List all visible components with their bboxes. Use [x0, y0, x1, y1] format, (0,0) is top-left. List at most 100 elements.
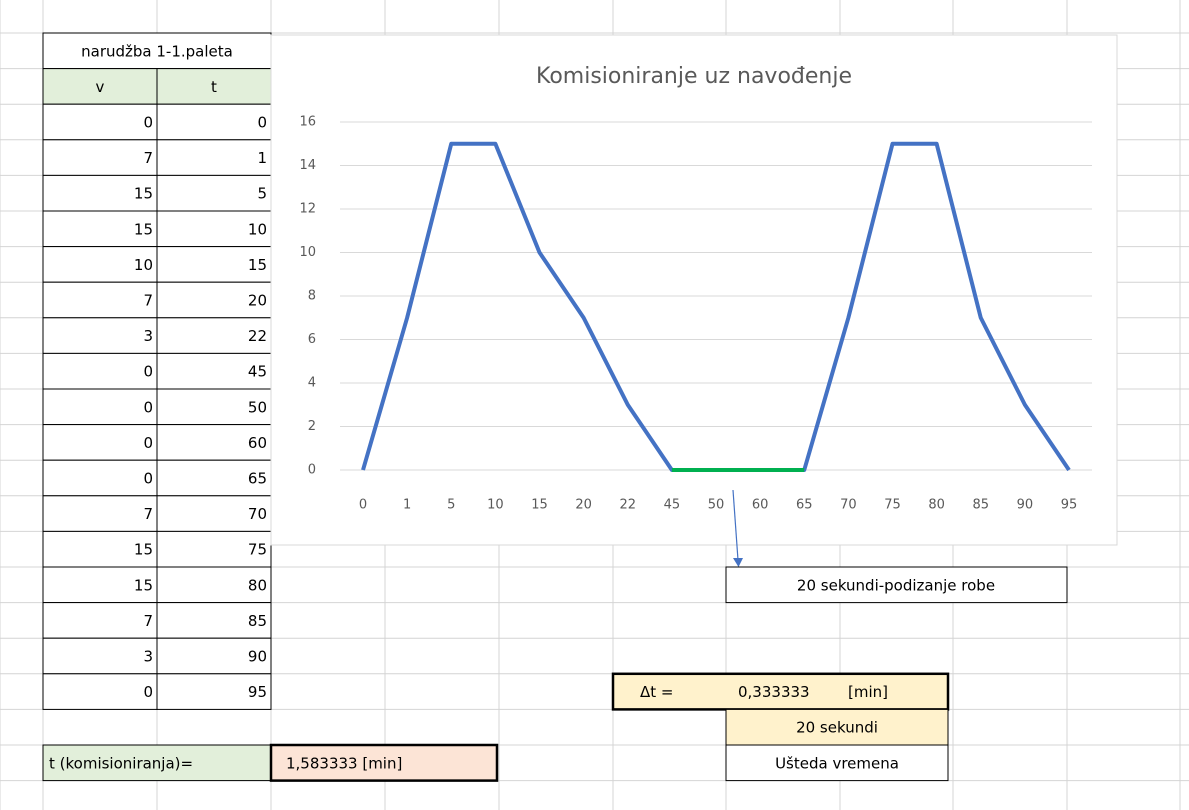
x-tick-label: 90: [1017, 498, 1034, 513]
x-tick-label: 75: [884, 498, 901, 513]
table-value: 45: [248, 363, 267, 381]
table-value: 10: [134, 256, 153, 274]
table-value: 70: [248, 505, 267, 523]
total-value-cell: [269, 743, 499, 782]
table-title: narudžba 1-1.paleta: [81, 42, 233, 60]
table-value: 15: [134, 220, 153, 238]
table-value: 0: [143, 683, 153, 701]
delta-value: 0,333333: [738, 683, 810, 701]
table-cell: [42, 317, 158, 354]
table-value: 15: [134, 185, 153, 203]
x-tick-label: 80: [928, 498, 945, 513]
table-value: 65: [248, 470, 267, 488]
delta-cell: [611, 672, 950, 711]
table-value: 0: [143, 114, 153, 132]
table-value: 7: [143, 292, 153, 310]
y-tick-label: 4: [308, 376, 316, 391]
x-tick-label: 60: [752, 498, 769, 513]
table-cell: [156, 139, 272, 176]
table-value: 10: [248, 220, 267, 238]
savings-cell: [725, 744, 949, 782]
table-value: 90: [248, 648, 267, 666]
y-tick-label: 12: [299, 202, 316, 217]
y-tick-label: 10: [299, 245, 316, 260]
table-cell: [156, 637, 272, 675]
x-tick-label: 65: [796, 498, 813, 513]
y-tick-label: 8: [308, 289, 316, 304]
table-cell: [42, 246, 158, 283]
table-value: 0: [143, 363, 153, 381]
annotation-arrow: [732, 489, 739, 561]
table-cell: [42, 424, 158, 461]
table-cell: [42, 495, 158, 532]
table-cell: [156, 424, 272, 461]
table-value: 7: [143, 612, 153, 630]
annotation-box: [725, 566, 1068, 604]
annotation: 20 sekundi-podizanje robe: [797, 576, 995, 594]
table-value: 15: [134, 541, 153, 559]
x-tick-label: 50: [708, 498, 725, 513]
table-cell: [42, 139, 158, 176]
x-tick-label: 45: [664, 498, 681, 513]
y-tick-label: 14: [299, 158, 316, 173]
table-value: 75: [248, 541, 267, 559]
x-tick-label: 1: [403, 498, 411, 513]
x-tick-label: 5: [447, 498, 455, 513]
x-tick-label: 22: [619, 498, 636, 513]
seconds: 20 sekundi: [796, 719, 878, 737]
table-value: 15: [134, 576, 153, 594]
table-value: 15: [248, 256, 267, 274]
table-value: 95: [248, 683, 267, 701]
table-value: 0: [257, 114, 267, 132]
table-cell: [156, 174, 272, 212]
total-value: 1,583333 [min]: [286, 754, 402, 772]
x-tick-label: 85: [972, 498, 989, 513]
annotation-arrowhead: [733, 558, 743, 567]
table-cell: [42, 459, 158, 497]
total-label: t (komisioniranja)=: [49, 754, 193, 772]
table-value: 0: [143, 398, 153, 416]
x-tick-label: 20: [575, 498, 592, 513]
table-value: 80: [248, 576, 267, 594]
table-header: t: [211, 78, 217, 96]
chart-title: Komisioniranje uz navođenje: [536, 64, 852, 89]
table-value: 3: [143, 648, 153, 666]
table-cell: [42, 637, 158, 675]
table-value: 7: [143, 149, 153, 167]
table-value: 50: [248, 398, 267, 416]
table-header: v: [96, 78, 105, 96]
table-value: 1: [257, 149, 267, 167]
table-cell: [156, 246, 272, 283]
y-tick-label: 2: [308, 419, 316, 434]
delta-label: Δt =: [640, 683, 673, 701]
table-value: 5: [257, 185, 267, 203]
seconds-cell: [725, 708, 949, 746]
table-cell: [42, 103, 158, 141]
table-value: 22: [248, 327, 267, 345]
table-cell: [42, 210, 158, 248]
table-value: 20: [248, 292, 267, 310]
table-cell: [42, 673, 158, 710]
y-tick-label: 0: [308, 463, 316, 478]
table-cell: [156, 673, 272, 710]
y-tick-label: 16: [299, 115, 316, 130]
table-cell: [156, 352, 272, 390]
table-cell: [156, 281, 272, 319]
chart-area: [270, 34, 1118, 546]
total-label-cell: [42, 744, 272, 782]
table-value: 60: [248, 434, 267, 452]
table-value: 0: [143, 470, 153, 488]
table-cell: [156, 530, 272, 568]
delta-unit: [min]: [848, 683, 888, 701]
table-cell: [156, 103, 272, 141]
table-cell: [42, 352, 158, 390]
table-value: 0: [143, 434, 153, 452]
x-tick-label: 95: [1061, 498, 1078, 513]
table-cell: [156, 317, 272, 354]
savings: Ušteda vremena: [775, 754, 899, 772]
table-cell: [156, 210, 272, 248]
x-tick-label: 70: [840, 498, 857, 513]
table-cell: [156, 495, 272, 532]
x-tick-label: 0: [359, 498, 367, 513]
